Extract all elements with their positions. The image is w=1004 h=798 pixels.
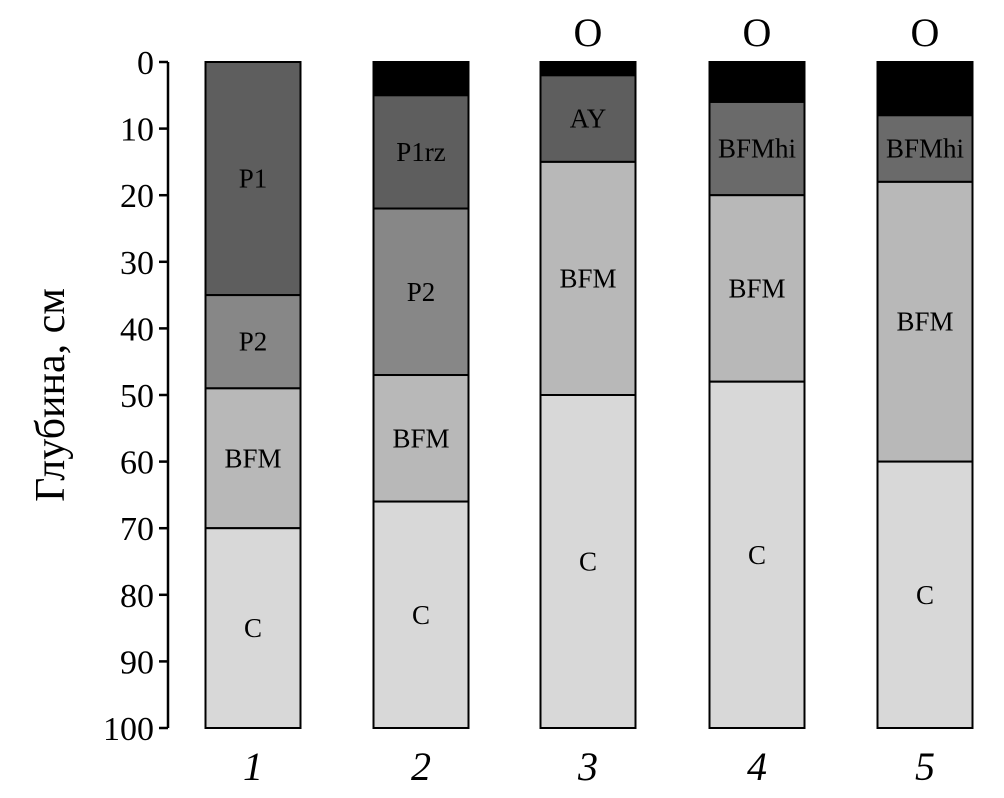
- y-tick-label: 0: [137, 45, 154, 82]
- horizon-segment-o: [876, 61, 974, 117]
- x-category-label: 3: [577, 744, 598, 789]
- horizon-segment-bfm: [372, 374, 470, 503]
- y-axis: 0 10 20 30 40 50 60 70 80 90 100: [103, 45, 170, 748]
- horizon-label: P2: [407, 277, 436, 307]
- horizon-segment-p1: [204, 61, 302, 297]
- horizon-segment-c: [372, 500, 470, 729]
- horizon-label: BFM: [224, 443, 281, 473]
- horizon-segment-bfmhi: [708, 100, 806, 197]
- horizon-label: P1: [239, 164, 268, 194]
- y-tick-label: 10: [120, 112, 154, 149]
- horizon-segment-bfm: [876, 180, 974, 463]
- y-tick-label: 30: [120, 245, 154, 282]
- horizon-segment-c: [708, 380, 806, 729]
- horizon-label: BFM: [559, 263, 616, 293]
- top-horizon-label: O: [574, 10, 603, 55]
- y-tick-label: 100: [103, 711, 154, 748]
- y-tick-label: 90: [120, 644, 154, 681]
- horizon-segment-o: [539, 61, 637, 77]
- horizon-label: BFM: [728, 273, 785, 303]
- horizon-segment-o: [708, 61, 806, 103]
- profile-column-5: BFMhi BFM C: [876, 61, 974, 729]
- top-horizon-label: O: [911, 10, 940, 55]
- profile-column-3: AY BFM C: [539, 61, 637, 729]
- y-axis-label: Глубина, см: [28, 288, 74, 502]
- profile-column-2: P1rz P2 BFM C: [372, 61, 470, 729]
- horizon-label: AY: [570, 104, 607, 134]
- horizon-label: C: [244, 613, 262, 643]
- horizon-label: C: [412, 600, 430, 630]
- horizon-segment-c: [876, 460, 974, 729]
- horizon-label: C: [748, 540, 766, 570]
- y-tick-label: 80: [120, 578, 154, 615]
- horizon-label: C: [916, 580, 934, 610]
- horizon-segment-o: [372, 61, 470, 97]
- y-tick-label: 60: [120, 445, 154, 482]
- horizon-segment-c: [204, 527, 302, 730]
- y-tick-label: 70: [120, 511, 154, 548]
- horizon-label: BFM: [392, 423, 449, 453]
- horizon-segment-ay: [539, 74, 637, 163]
- x-category-label: 5: [915, 744, 935, 789]
- x-category-label: 2: [411, 744, 431, 789]
- horizon-label: P1rz: [396, 137, 446, 167]
- x-category-label: 1: [243, 744, 263, 789]
- horizon-segment-bfm: [204, 387, 302, 530]
- y-tick-label: 50: [120, 378, 154, 415]
- top-horizon-label: O: [743, 10, 772, 55]
- horizon-label: P2: [239, 327, 268, 357]
- horizon-label: BFMhi: [718, 134, 796, 164]
- horizon-label: BFM: [896, 307, 953, 337]
- profile-column-1: P1 P2 BFM C: [204, 61, 302, 730]
- horizon-label: C: [579, 547, 597, 577]
- horizon-label: BFMhi: [886, 134, 964, 164]
- x-axis-labels: 1 2 3 4 5: [243, 744, 935, 789]
- y-tick-label: 40: [120, 311, 154, 348]
- y-tick-label: 20: [120, 178, 154, 215]
- horizon-segment-c: [539, 394, 637, 729]
- x-category-label: 4: [747, 744, 767, 789]
- profile-column-4: BFMhi BFM C: [708, 61, 806, 729]
- horizon-segment-bfm: [539, 160, 637, 396]
- profile-columns: P1P2BFMCP1rzP2BFMCAYBFMCBFMhiBFMCBFMhiBF…: [204, 61, 974, 730]
- horizon-segment-p2: [204, 294, 302, 390]
